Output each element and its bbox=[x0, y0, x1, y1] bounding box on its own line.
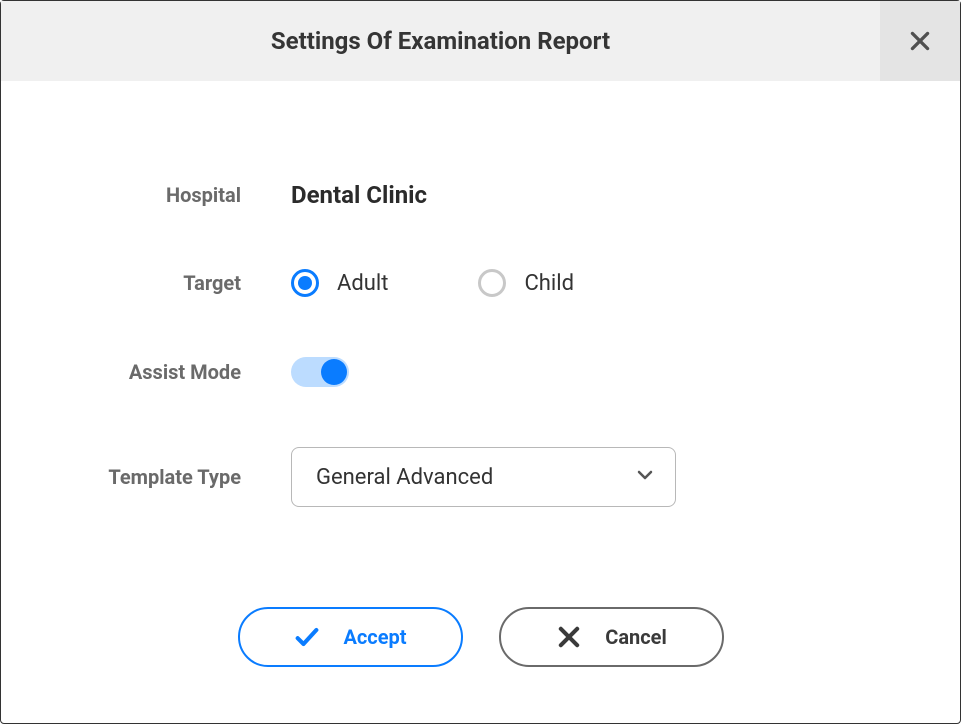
check-icon bbox=[293, 623, 321, 651]
cancel-button-label: Cancel bbox=[605, 625, 667, 649]
hospital-label: Hospital bbox=[81, 183, 291, 207]
template-type-select[interactable]: General Advanced bbox=[291, 447, 676, 507]
cancel-button[interactable]: Cancel bbox=[499, 607, 724, 667]
hospital-value: Dental Clinic bbox=[291, 181, 427, 209]
accept-button[interactable]: Accept bbox=[238, 607, 463, 667]
target-radio-group: Adult Child bbox=[291, 269, 574, 297]
target-radio-child-label: Child bbox=[524, 271, 574, 296]
target-radio-child[interactable]: Child bbox=[478, 269, 574, 297]
assist-mode-toggle[interactable] bbox=[291, 357, 349, 387]
close-icon bbox=[907, 28, 933, 54]
hospital-row: Hospital Dental Clinic bbox=[81, 181, 880, 209]
dialog-content: Hospital Dental Clinic Target Adult Chil… bbox=[1, 81, 960, 707]
template-type-label: Template Type bbox=[81, 465, 291, 489]
accept-button-label: Accept bbox=[343, 625, 406, 649]
radio-icon bbox=[478, 269, 506, 297]
dialog-title: Settings Of Examination Report bbox=[1, 1, 880, 81]
radio-icon bbox=[291, 269, 319, 297]
dialog-header: Settings Of Examination Report bbox=[1, 1, 960, 81]
target-radio-adult[interactable]: Adult bbox=[291, 269, 388, 297]
template-type-value: General Advanced bbox=[316, 465, 493, 490]
toggle-knob-icon bbox=[321, 359, 347, 385]
target-label: Target bbox=[81, 271, 291, 295]
template-type-row: Template Type General Advanced bbox=[81, 447, 880, 507]
chevron-down-icon bbox=[633, 463, 657, 491]
assist-mode-row: Assist Mode bbox=[81, 357, 880, 387]
close-button[interactable] bbox=[880, 1, 960, 81]
target-radio-adult-label: Adult bbox=[337, 271, 388, 296]
assist-mode-label: Assist Mode bbox=[81, 360, 291, 384]
x-icon bbox=[555, 623, 583, 651]
target-row: Target Adult Child bbox=[81, 269, 880, 297]
button-row: Accept Cancel bbox=[81, 607, 880, 667]
